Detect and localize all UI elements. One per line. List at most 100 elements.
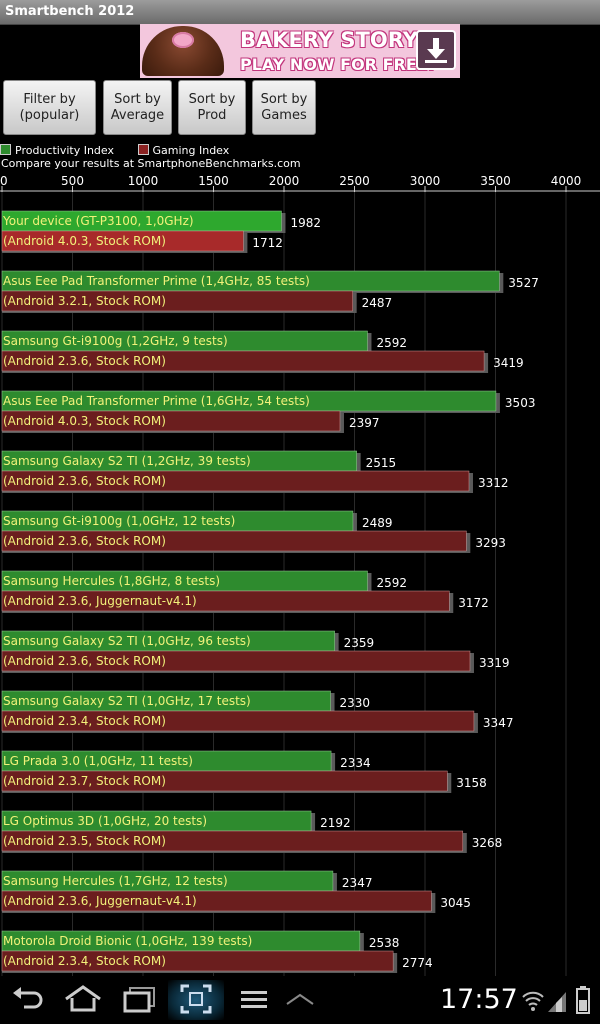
x-tick-label: 4000 (551, 174, 582, 188)
legend-gaming: Gaming Index (152, 144, 230, 157)
device-rom-label: (Android 2.3.5, Stock ROM) (3, 834, 166, 848)
gaming-value: 2774 (402, 956, 433, 970)
ad-subline: PLAY NOW FOR FREE! (240, 55, 435, 74)
gaming-value: 2397 (349, 416, 380, 430)
gaming-bar (1, 530, 467, 552)
status-clock: 17:57 (440, 984, 518, 1015)
device-name-label: LG Optimus 3D (1,0GHz, 20 tests) (3, 814, 207, 828)
productivity-value: 2192 (320, 816, 351, 830)
productivity-value: 2592 (376, 336, 407, 350)
device-rom-label: (Android 2.3.6, Stock ROM) (3, 534, 166, 548)
gaming-bar (1, 290, 353, 312)
productivity-value: 2515 (366, 456, 397, 470)
filter-popular-button[interactable]: Filter by (popular) (3, 80, 96, 135)
compare-note: Compare your results at SmartphoneBenchm… (1, 157, 301, 170)
x-tick-label: 1000 (128, 174, 159, 188)
gaming-bar (1, 950, 394, 972)
signal-icon (548, 992, 566, 1012)
benchmark-chart: 0 500 1000 1500 2000 2500 3000 3500 4000 Your dev… (0, 174, 600, 976)
gaming-bar (1, 890, 432, 912)
x-tick-label: 2500 (339, 174, 370, 188)
device-name-label: Samsung Gt-i9100g (1,2GHz, 9 tests) (3, 334, 228, 348)
gaming-value: 3268 (472, 836, 503, 850)
device-rom-label: (Android 2.3.7, Stock ROM) (3, 774, 166, 788)
x-tick-label: 0 (0, 174, 8, 188)
sort-average-button[interactable]: Sort by Average (103, 80, 172, 135)
menu-icon[interactable] (238, 982, 270, 1016)
gaming-value: 3293 (475, 536, 506, 550)
device-rom-label: (Android 2.3.6, Stock ROM) (3, 354, 166, 368)
device-name-label: Asus Eee Pad Transformer Prime (1,6GHz, … (3, 394, 310, 408)
productivity-value: 2592 (376, 576, 407, 590)
screenshot-button-bg (168, 980, 224, 1020)
gaming-bar (1, 230, 244, 252)
recent-apps-icon[interactable] (120, 982, 160, 1016)
productivity-value: 1982 (290, 216, 321, 230)
device-rom-label: (Android 4.0.3, Stock ROM) (3, 414, 166, 428)
ad-banner[interactable]: BAKERY STORY PLAY NOW FOR FREE! (140, 24, 460, 78)
gaming-bar (1, 590, 450, 612)
device-name-label: Samsung Gt-i9100g (1,0GHz, 12 tests) (3, 514, 235, 528)
x-tick-label: 500 (61, 174, 84, 188)
productivity-value: 3527 (508, 276, 539, 290)
productivity-value: 2330 (340, 696, 371, 710)
x-tick-label: 1500 (198, 174, 229, 188)
productivity-value: 2538 (369, 936, 400, 950)
device-rom-label: (Android 2.3.6, Stock ROM) (3, 654, 166, 668)
system-navbar (0, 976, 600, 1024)
gaming-value: 3319 (479, 656, 510, 670)
chevron-up-icon[interactable] (284, 982, 316, 1016)
device-rom-label: (Android 3.2.1, Stock ROM) (3, 294, 166, 308)
device-rom-label: (Android 2.3.4, Stock ROM) (3, 714, 166, 728)
gaming-bar (1, 770, 448, 792)
sort-games-button[interactable]: Sort by Games (252, 80, 316, 135)
productivity-value: 2347 (342, 876, 373, 890)
device-rom-label: (Android 2.3.4, Stock ROM) (3, 954, 166, 968)
title-bar: Smartbench 2012 (0, 0, 600, 25)
productivity-value: 3503 (505, 396, 536, 410)
gaming-bar (1, 650, 471, 672)
productivity-value: 2334 (340, 756, 371, 770)
gaming-bar (1, 830, 464, 852)
device-name-label: LG Prada 3.0 (1,0GHz, 11 tests) (3, 754, 193, 768)
gaming-bar (1, 350, 485, 372)
gaming-bar (1, 470, 470, 492)
gaming-bar (1, 410, 341, 432)
device-name-label: Samsung Hercules (1,7GHz, 12 tests) (3, 874, 228, 888)
x-tick-label: 3000 (410, 174, 441, 188)
legend: Productivity Index Gaming Index (0, 144, 229, 157)
productivity-swatch (0, 144, 11, 155)
battery-icon (576, 986, 590, 1014)
home-icon[interactable] (62, 982, 104, 1016)
device-name-label: Asus Eee Pad Transformer Prime (1,4GHz, … (3, 274, 310, 288)
ad-headline: BAKERY STORY (240, 28, 418, 52)
cake-image (142, 26, 224, 76)
back-icon[interactable] (8, 982, 48, 1016)
gaming-bar (1, 710, 475, 732)
productivity-value: 2489 (362, 516, 393, 530)
gaming-value: 3347 (483, 716, 514, 730)
x-tick-label: 3500 (480, 174, 511, 188)
wifi-icon (522, 991, 544, 1011)
device-rom-label: (Android 2.3.6, Juggernaut-v4.1) (3, 594, 197, 608)
gaming-value: 3419 (493, 356, 524, 370)
device-name-label: Samsung Hercules (1,8GHz, 8 tests) (3, 574, 220, 588)
gaming-value: 3045 (440, 896, 471, 910)
productivity-value: 2359 (344, 636, 375, 650)
device-rom-label: (Android 2.3.6, Stock ROM) (3, 474, 166, 488)
device-name-label: Motorola Droid Bionic (1,0GHz, 139 tests… (3, 934, 252, 948)
gaming-value: 3312 (478, 476, 509, 490)
device-name-label: Your device (GT-P3100, 1,0GHz) (2, 214, 194, 228)
download-icon (416, 30, 456, 70)
screenshot-icon[interactable] (178, 982, 214, 1016)
sort-prod-button[interactable]: Sort by Prod (178, 80, 246, 135)
gaming-value: 1712 (252, 236, 283, 250)
device-rom-label: (Android 2.3.6, Juggernaut-v4.1) (3, 894, 197, 908)
device-name-label: Samsung Galaxy S2 TI (1,2GHz, 39 tests) (3, 454, 251, 468)
device-rom-label: (Android 4.0.3, Stock ROM) (3, 234, 166, 248)
device-name-label: Samsung Galaxy S2 TI (1,0GHz, 96 tests) (3, 634, 251, 648)
device-name-label: Samsung Galaxy S2 TI (1,0GHz, 17 tests) (3, 694, 251, 708)
x-tick-label: 2000 (269, 174, 300, 188)
gaming-value: 2487 (362, 296, 393, 310)
gaming-swatch (137, 144, 149, 155)
